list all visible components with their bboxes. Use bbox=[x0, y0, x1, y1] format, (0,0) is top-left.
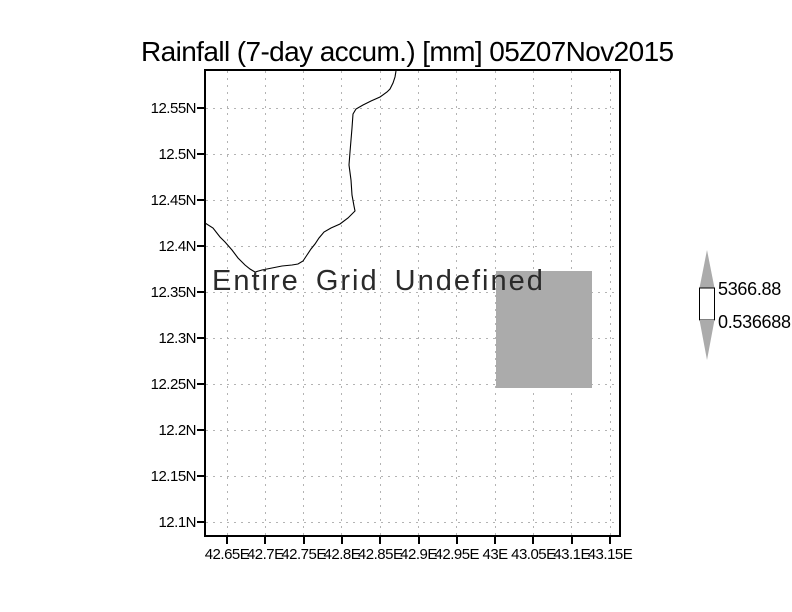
colorbar-min-label: 0.536688 bbox=[718, 312, 791, 332]
lat-gridline bbox=[206, 337, 619, 339]
lat-gridline bbox=[206, 521, 619, 523]
lat-gridline bbox=[206, 245, 619, 247]
lon-gridline bbox=[418, 71, 419, 535]
coastline-map bbox=[205, 70, 397, 273]
lon-tick-label: 42.7E bbox=[246, 546, 284, 563]
lat-tick-mark bbox=[197, 383, 205, 385]
coastline-path bbox=[205, 70, 397, 273]
status-text: Entire Grid Undefined bbox=[212, 265, 545, 297]
lat-tick-mark bbox=[197, 199, 205, 201]
lat-tick-mark bbox=[197, 475, 205, 477]
lon-tick-mark bbox=[340, 537, 343, 544]
lon-tick-label: 43.05E bbox=[511, 546, 556, 563]
lon-tick-mark bbox=[226, 537, 228, 544]
lon-gridline bbox=[303, 71, 305, 535]
lat-tick-mark bbox=[197, 521, 205, 523]
lon-gridline bbox=[264, 71, 266, 535]
lon-gridline bbox=[609, 71, 611, 535]
lon-tick-mark bbox=[570, 537, 573, 544]
lon-tick-label: 42.85E bbox=[357, 546, 403, 563]
lon-tick-label: 42.8E bbox=[323, 546, 361, 563]
lon-tick-mark bbox=[302, 537, 305, 544]
lat-gridline bbox=[206, 291, 619, 293]
lon-tick-mark bbox=[455, 537, 458, 544]
lon-tick-label: 42.75E bbox=[281, 546, 326, 563]
lon-gridline bbox=[494, 71, 496, 535]
lat-tick-mark bbox=[197, 153, 205, 155]
lon-tick-label: 43E bbox=[482, 546, 508, 563]
lat-tick-label: 12.4N bbox=[158, 238, 196, 255]
plot-area-border bbox=[204, 69, 621, 537]
colorbar bbox=[699, 250, 715, 360]
lat-tick-label: 12.1N bbox=[158, 514, 196, 531]
lat-gridline bbox=[206, 429, 619, 431]
lon-tick-label: 42.9E bbox=[400, 546, 437, 563]
colorbar-range-box bbox=[699, 287, 715, 321]
lon-tick-mark bbox=[494, 537, 497, 544]
lat-tick-label: 12.5N bbox=[158, 146, 196, 163]
colorbar-lower-triangle bbox=[699, 320, 715, 360]
chart-title: Rainfall (7-day accum.) [mm] 05Z07Nov201… bbox=[141, 36, 674, 67]
lat-tick-label: 12.15N bbox=[150, 468, 197, 485]
lon-gridline bbox=[379, 71, 381, 535]
lat-tick-label: 12.25N bbox=[150, 376, 197, 393]
lon-tick-label: 43.1E bbox=[553, 546, 591, 563]
lon-tick-mark bbox=[417, 537, 420, 544]
lat-gridline bbox=[206, 153, 619, 155]
lat-tick-label: 12.2N bbox=[158, 422, 196, 439]
lon-tick-label: 43.15E bbox=[587, 546, 633, 563]
lat-gridline bbox=[206, 383, 619, 385]
lat-tick-label: 12.45N bbox=[150, 192, 197, 209]
lon-tick-label: 42.95E bbox=[434, 546, 480, 563]
lat-gridline bbox=[206, 475, 619, 477]
lat-tick-mark bbox=[197, 291, 205, 293]
lat-tick-mark bbox=[197, 245, 205, 247]
lon-gridline bbox=[341, 71, 343, 535]
lon-tick-mark bbox=[532, 537, 535, 544]
lat-tick-mark bbox=[197, 337, 205, 339]
lon-gridline bbox=[226, 71, 228, 535]
lon-tick-mark bbox=[264, 537, 267, 544]
lat-gridline bbox=[206, 199, 619, 201]
undefined-data-region bbox=[496, 271, 592, 388]
lat-gridline bbox=[206, 107, 619, 109]
lon-tick-mark bbox=[609, 537, 611, 544]
lat-tick-mark bbox=[197, 107, 205, 109]
lon-gridline bbox=[456, 71, 458, 535]
lat-tick-label: 12.55N bbox=[150, 100, 197, 117]
lon-tick-label: 42.65E bbox=[204, 546, 250, 563]
colorbar-upper-triangle bbox=[699, 250, 715, 288]
lat-tick-mark bbox=[197, 429, 205, 431]
lon-tick-mark bbox=[379, 537, 382, 544]
lat-tick-label: 12.3N bbox=[158, 330, 196, 347]
lat-tick-label: 12.35N bbox=[150, 284, 197, 301]
colorbar-max-label: 5366.88 bbox=[718, 279, 781, 299]
